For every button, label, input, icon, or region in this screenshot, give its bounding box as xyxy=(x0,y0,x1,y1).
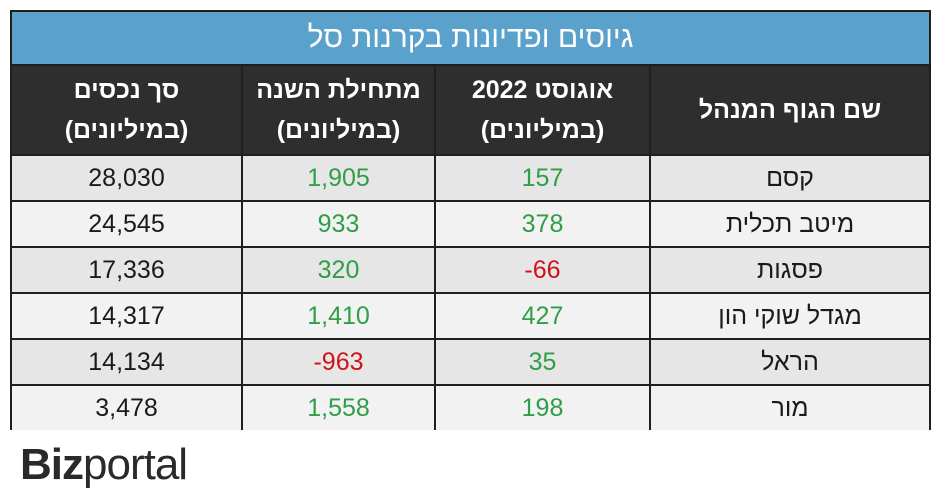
manager-name: פסגות xyxy=(649,246,929,293)
ytd-value: -963 xyxy=(241,338,435,385)
table-row: מגדל שוקי הון 427 1,410 14,317 xyxy=(12,292,929,339)
aum-value: 28,030 xyxy=(12,154,242,201)
header-aum: סך נכסים (במיליונים) xyxy=(12,66,242,155)
logo-biz: Biz xyxy=(20,440,84,489)
august-value: 427 xyxy=(434,292,650,339)
aum-value: 14,317 xyxy=(12,292,242,339)
header-ytd-line2: (במיליונים) xyxy=(276,116,401,144)
table-title: גיוסים ופדיונות בקרנות סל xyxy=(12,12,929,66)
august-value: 35 xyxy=(434,338,650,385)
header-august: אוגוסט 2022 (במיליונים) xyxy=(434,66,650,155)
data-grid: שם הגוף המנהל אוגוסט 2022 (במיליונים) מת… xyxy=(12,66,929,430)
table-row: מור 198 1,558 3,478 xyxy=(12,384,929,430)
ytd-value: 1,905 xyxy=(241,154,435,201)
table-row: קסם 157 1,905 28,030 xyxy=(12,154,929,201)
manager-name: מיטב תכלית xyxy=(649,200,929,247)
header-manager: שם הגוף המנהל xyxy=(649,66,929,155)
header-row: שם הגוף המנהל אוגוסט 2022 (במיליונים) מת… xyxy=(12,66,929,155)
header-manager-line1: שם הגוף המנהל xyxy=(698,96,882,124)
table-row: הראל 35 -963 14,134 xyxy=(12,338,929,385)
ytd-value: 1,558 xyxy=(241,384,435,430)
august-value: 157 xyxy=(434,154,650,201)
header-aum-line2: (במיליונים) xyxy=(64,116,189,144)
header-ytd: מתחילת השנה (במיליונים) xyxy=(241,66,435,155)
august-value: -66 xyxy=(434,246,650,293)
aum-value: 14,134 xyxy=(12,338,242,385)
ytd-value: 1,410 xyxy=(241,292,435,339)
august-value: 198 xyxy=(434,384,650,430)
table-row: מיטב תכלית 378 933 24,545 xyxy=(12,200,929,247)
manager-name: מור xyxy=(649,384,929,430)
header-august-line1: אוגוסט 2022 xyxy=(471,76,614,104)
flows-table: גיוסים ופדיונות בקרנות סל שם הגוף המנהל … xyxy=(10,10,931,430)
manager-name: מגדל שוקי הון xyxy=(649,292,929,339)
ytd-value: 933 xyxy=(241,200,435,247)
ytd-value: 320 xyxy=(241,246,435,293)
header-aum-line1: סך נכסים xyxy=(73,76,180,104)
logo-portal: portal xyxy=(83,440,188,489)
header-ytd-line1: מתחילת השנה xyxy=(256,76,421,104)
august-value: 378 xyxy=(434,200,650,247)
manager-name: הראל xyxy=(649,338,929,385)
aum-value: 17,336 xyxy=(12,246,242,293)
table-row: פסגות -66 320 17,336 xyxy=(12,246,929,293)
bizportal-logo: Biz portal xyxy=(20,440,188,490)
manager-name: קסם xyxy=(649,154,929,201)
header-august-line2: (במיליונים) xyxy=(480,116,605,144)
aum-value: 24,545 xyxy=(12,200,242,247)
aum-value: 3,478 xyxy=(12,384,242,430)
